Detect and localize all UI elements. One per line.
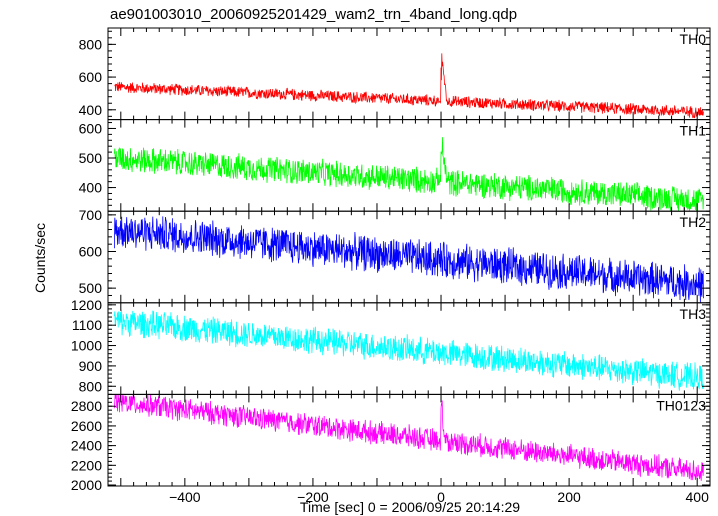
y-tick-label: 1100 [72, 317, 102, 333]
y-tick-label: 2600 [71, 418, 102, 434]
y-tick-label: 600 [79, 244, 103, 260]
panel-th2: 500 600 700 TH2 [79, 207, 711, 304]
x-tick-label: 200 [557, 489, 581, 505]
y-tick-label: 700 [79, 207, 103, 223]
series-line-th3 [114, 309, 704, 391]
series-line-th2 [114, 216, 704, 303]
x-tick-label: −200 [297, 489, 329, 505]
panel-label-th0: TH0 [680, 31, 707, 47]
y-tick-label: 400 [79, 180, 103, 196]
x-tick-label: 400 [686, 489, 710, 505]
x-tick-labels: −400 −200 0 200 400 [169, 489, 709, 505]
y-tick-label: 900 [79, 358, 103, 374]
panel-th3: 800 900 1000 1100 1200 TH3 [71, 297, 711, 395]
y-tick-label: 2800 [71, 398, 102, 414]
y-tick-label: 600 [79, 69, 103, 85]
series-line-th0123 [114, 394, 704, 481]
panel-th0: 400 600 800 TH0 [79, 27, 711, 121]
panel-label-th3: TH3 [680, 306, 707, 322]
y-tick-label: 2400 [71, 438, 102, 454]
x-tick-label: −400 [169, 489, 201, 505]
chart-title: ae901003010_20060925201429_wam2_trn_4ban… [110, 6, 517, 23]
x-axis-label: Time [sec] 0 = 2006/09/25 20:14:29 [300, 499, 520, 515]
y-tick-label: 1200 [71, 297, 102, 313]
panel-frame [107, 393, 711, 487]
panel-label-th1: TH1 [680, 123, 707, 139]
panel-label-th0123: TH0123 [656, 397, 706, 413]
y-axis-label: Counts/sec [32, 223, 48, 293]
series-line-th1 [114, 137, 704, 212]
panel-label-th2: TH2 [680, 214, 707, 230]
panels-group: 400 600 800 TH0 400 500 600 TH1 500 600 700 TH2 800 9… [71, 27, 711, 493]
y-tick-label: 800 [79, 36, 103, 52]
y-tick-label: 500 [79, 150, 103, 166]
y-tick-label: 1000 [71, 338, 102, 354]
panel-th1: 400 500 600 TH1 [79, 119, 711, 212]
series-line-th0 [114, 53, 704, 119]
y-tick-label: 800 [79, 378, 103, 394]
y-tick-label: 600 [79, 120, 103, 136]
y-tick-label: 400 [79, 102, 103, 118]
y-tick-label: 2200 [71, 457, 102, 473]
panel-th0123: 2000 2200 2400 2600 2800 TH0123 [71, 393, 711, 493]
y-tick-label: 2000 [71, 477, 102, 493]
x-tick-label: 0 [437, 489, 445, 505]
y-tick-label: 500 [79, 280, 103, 296]
